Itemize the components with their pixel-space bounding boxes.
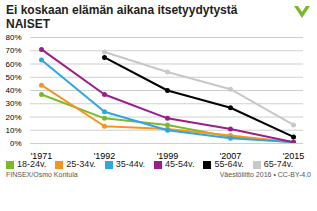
svg-text:'2015: '2015 bbox=[283, 151, 305, 159]
html-text:FINSEX/Osmo Kontula: FINSEX/Osmo Kontula bbox=[6, 171, 78, 178]
html-text:Ei koskaan elämän aikana itset: Ei koskaan elämän aikana itsetyydytystä bbox=[6, 3, 238, 17]
svg-text:'2007: '2007 bbox=[220, 151, 242, 159]
svg-text:20%: 20% bbox=[5, 113, 21, 122]
html-text:55-64v.: 55-64v. bbox=[214, 159, 244, 169]
svg-text:70%: 70% bbox=[5, 46, 21, 55]
html-text:65-74v.: 65-74v. bbox=[263, 159, 294, 169]
svg-text:60%: 60% bbox=[5, 60, 21, 69]
svg-text:80%: 80% bbox=[5, 33, 21, 42]
svg-text:'1999: '1999 bbox=[157, 151, 179, 159]
svg-text:40%: 40% bbox=[5, 86, 21, 95]
html-text:45-54v.: 45-54v. bbox=[165, 159, 195, 169]
html-text:25-34v.: 25-34v. bbox=[66, 159, 96, 169]
html-text:Väestöliitto 2016 • CC-BY-4.0: Väestöliitto 2016 • CC-BY-4.0 bbox=[219, 171, 311, 178]
svg-text:50%: 50% bbox=[5, 73, 21, 82]
svg-text:30%: 30% bbox=[5, 99, 21, 108]
html-text:NAISET: NAISET bbox=[6, 17, 50, 31]
svg-text:'1992: '1992 bbox=[94, 151, 116, 159]
html-text:35-44v.: 35-44v. bbox=[115, 159, 146, 169]
svg-text:'1971: '1971 bbox=[31, 151, 53, 159]
svg-text:0%: 0% bbox=[10, 139, 22, 148]
html-text:18-24v.: 18-24v. bbox=[17, 159, 47, 169]
svg-text:10%: 10% bbox=[5, 126, 21, 135]
